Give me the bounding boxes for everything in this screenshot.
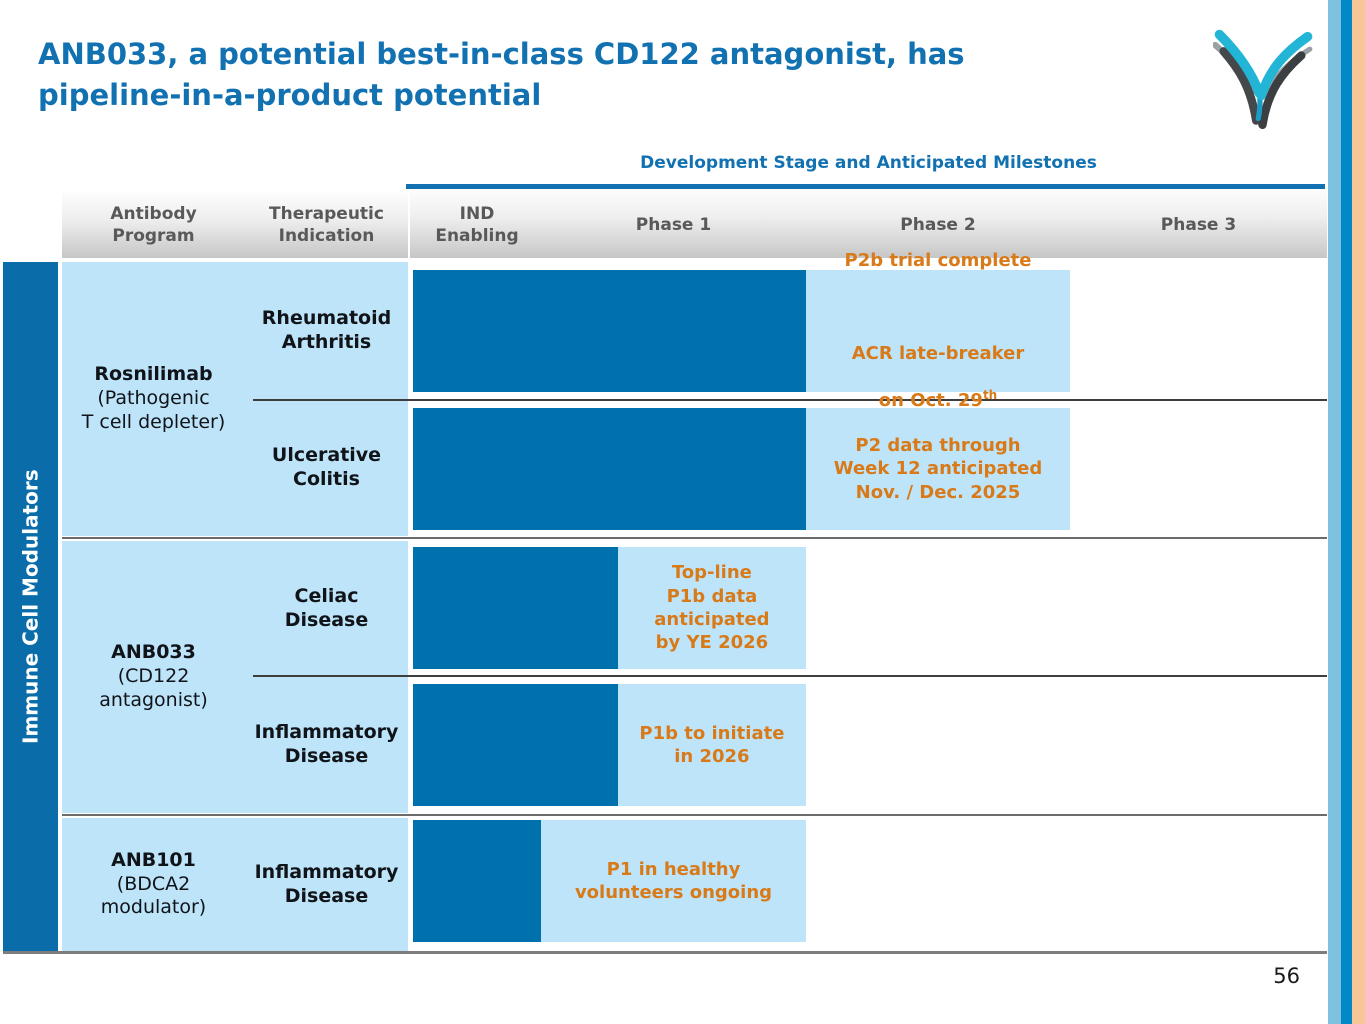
immune-cell-modulators-strip <box>3 262 58 952</box>
edge-stripe-tan <box>1352 0 1365 1024</box>
milestone-celiac-disease: Top-line P1b data anticipated by YE 2026 <box>654 562 770 654</box>
program-name: ANB033 <box>111 641 196 664</box>
header-rule <box>406 184 1325 189</box>
row-divider-ra-uc <box>253 399 1327 401</box>
milestone-box: P2b trial complete ACR late-breaker on O… <box>806 250 1070 411</box>
column-header-ind-enabling: IND Enabling <box>435 203 519 246</box>
group-cell-anb101 <box>62 818 408 951</box>
program-rosnilimab: Rosnilimab (Pathogenic T cell depleter) <box>62 262 245 536</box>
row-divider-celiac-inflammatory <box>253 675 1327 677</box>
group-divider-rosnilimab-anb033 <box>62 537 1327 539</box>
indication-ulcerative-colitis: Ulcerative Colitis <box>271 444 382 490</box>
edge-stripe-light <box>1328 0 1341 1024</box>
development-stage-header: Development Stage and Anticipated Milest… <box>640 153 1097 173</box>
program-anb033: ANB033 (CD122 antagonist) <box>62 541 245 813</box>
milestone-ulcerative-colitis: P2 data through Week 12 anticipated Nov.… <box>833 434 1043 503</box>
milestone-box: P2 data through Week 12 anticipated Nov.… <box>806 408 1070 530</box>
group-divider-anb033-anb101 <box>62 814 1327 816</box>
edge-stripe-dark <box>1341 0 1352 1024</box>
stage-bar <box>413 270 806 392</box>
program-description: (Pathogenic T cell depleter) <box>81 387 226 433</box>
stage-bar <box>413 547 618 669</box>
indication-inflammatory-disease-anb033: Inflammatory Disease <box>254 720 399 767</box>
program-name: ANB101 <box>111 848 196 871</box>
column-header-phase-2: Phase 2 <box>900 214 976 235</box>
column-header-band-left <box>62 192 408 258</box>
milestone-spacer <box>845 296 1032 318</box>
indication-rheumatoid-arthritis: Rheumatoid Arthritis <box>261 307 392 353</box>
column-header-therapeutic-indication: Therapeutic Indication <box>269 203 384 246</box>
column-header-phase-3: Phase 3 <box>1160 214 1237 235</box>
stage-bar <box>413 408 806 530</box>
column-header-antibody-program: Antibody Program <box>110 203 197 246</box>
immune-cell-modulators-label: Immune Cell Modulators <box>18 469 43 745</box>
milestone-inflammatory-anb033: P1b to initiate in 2026 <box>639 722 785 767</box>
page-number: 56 <box>1273 964 1300 988</box>
column-header-band-right <box>410 189 1327 258</box>
group-cell-anb033 <box>62 541 408 813</box>
anaptysbio-logo-icon <box>1212 24 1313 133</box>
indication-celiac-disease: Celiac Disease <box>284 584 369 631</box>
column-header-phase-1: Phase 1 <box>635 214 712 235</box>
milestone-inflammatory-anb101: P1 in healthy volunteers ongoing <box>574 858 773 903</box>
milestone-box: P1b to initiate in 2026 <box>617 684 806 806</box>
program-name: Rosnilimab <box>94 363 213 386</box>
stage-bar <box>413 820 541 942</box>
indication-inflammatory-disease-anb101: Inflammatory Disease <box>254 860 399 907</box>
milestone-line: ACR late-breaker <box>851 342 1025 364</box>
slide-title: ANB033, a potential best-in-class CD122 … <box>38 37 965 113</box>
milestone-box: P1 in healthy volunteers ongoing <box>541 820 806 942</box>
stage-bar <box>413 684 618 806</box>
program-anb101: ANB101 (BDCA2 modulator) <box>62 818 245 951</box>
milestone-box: Top-line P1b data anticipated by YE 2026 <box>617 547 806 669</box>
program-description: (CD122 antagonist) <box>99 665 208 711</box>
program-description: (BDCA2 modulator) <box>100 872 207 919</box>
table-bottom-line <box>3 951 1327 954</box>
